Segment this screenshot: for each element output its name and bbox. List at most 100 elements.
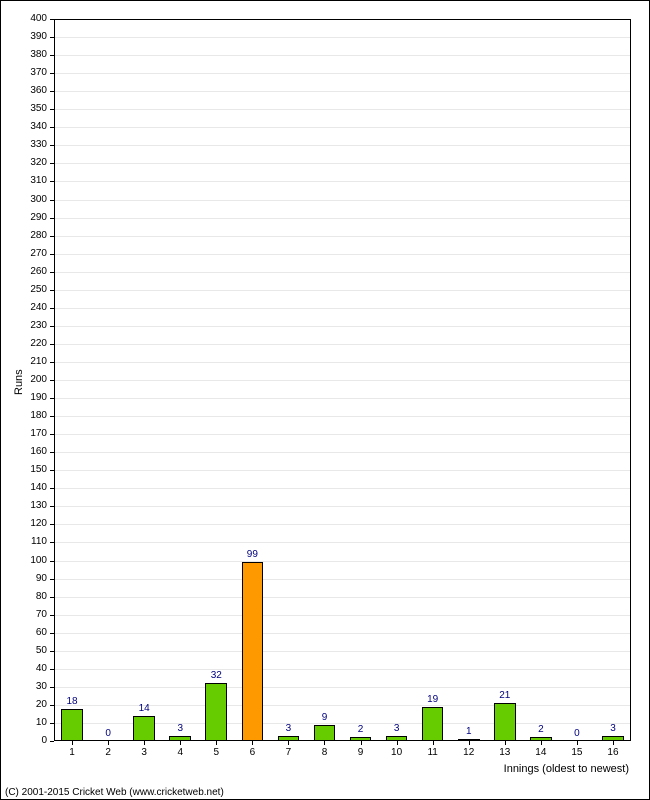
gridline: [55, 181, 630, 182]
ytick-label: 220: [1, 338, 47, 349]
bar-value-label: 3: [270, 723, 306, 734]
ytick-mark: [50, 290, 54, 291]
xtick-label: 10: [379, 747, 415, 758]
xtick-mark: [541, 741, 542, 745]
xtick-mark: [324, 741, 325, 745]
ytick-mark: [50, 579, 54, 580]
gridline: [55, 290, 630, 291]
xtick-mark: [433, 741, 434, 745]
ytick-mark: [50, 127, 54, 128]
ytick-mark: [50, 254, 54, 255]
ytick-label: 240: [1, 302, 47, 313]
ytick-mark: [50, 452, 54, 453]
bar-value-label: 3: [595, 723, 631, 734]
gridline: [55, 218, 630, 219]
gridline: [55, 362, 630, 363]
xtick-label: 3: [126, 747, 162, 758]
ytick-mark: [50, 561, 54, 562]
ytick-mark: [50, 55, 54, 56]
bar-value-label: 32: [198, 670, 234, 681]
ytick-label: 130: [1, 500, 47, 511]
ytick-mark: [50, 200, 54, 201]
xtick-label: 1: [54, 747, 90, 758]
ytick-mark: [50, 19, 54, 20]
ytick-label: 340: [1, 121, 47, 132]
gridline: [55, 236, 630, 237]
ytick-label: 210: [1, 356, 47, 367]
ytick-mark: [50, 362, 54, 363]
gridline: [55, 579, 630, 580]
ytick-label: 280: [1, 230, 47, 241]
bar-value-label: 2: [343, 724, 379, 735]
ytick-label: 300: [1, 194, 47, 205]
ytick-label: 180: [1, 410, 47, 421]
ytick-label: 330: [1, 139, 47, 150]
ytick-mark: [50, 615, 54, 616]
ytick-label: 310: [1, 175, 47, 186]
ytick-mark: [50, 524, 54, 525]
ytick-mark: [50, 218, 54, 219]
gridline: [55, 561, 630, 562]
gridline: [55, 524, 630, 525]
ytick-label: 90: [1, 573, 47, 584]
gridline: [55, 73, 630, 74]
bar-value-label: 1: [451, 726, 487, 737]
bar: [494, 703, 516, 741]
ytick-label: 370: [1, 67, 47, 78]
ytick-label: 110: [1, 536, 47, 547]
ytick-label: 250: [1, 284, 47, 295]
bar: [422, 707, 444, 741]
ytick-label: 160: [1, 446, 47, 457]
ytick-mark: [50, 669, 54, 670]
gridline: [55, 145, 630, 146]
gridline: [55, 55, 630, 56]
ytick-mark: [50, 380, 54, 381]
ytick-label: 30: [1, 681, 47, 692]
ytick-mark: [50, 145, 54, 146]
xtick-label: 5: [198, 747, 234, 758]
ytick-mark: [50, 416, 54, 417]
bar-value-label: 2: [523, 724, 559, 735]
ytick-label: 290: [1, 212, 47, 223]
ytick-mark: [50, 506, 54, 507]
gridline: [55, 615, 630, 616]
xtick-mark: [252, 741, 253, 745]
bar-value-label: 0: [559, 728, 595, 739]
ytick-mark: [50, 91, 54, 92]
bar: [133, 716, 155, 741]
ytick-label: 0: [1, 735, 47, 746]
ytick-label: 200: [1, 374, 47, 385]
ytick-mark: [50, 344, 54, 345]
xtick-mark: [613, 741, 614, 745]
xtick-mark: [361, 741, 362, 745]
xtick-label: 14: [523, 747, 559, 758]
gridline: [55, 37, 630, 38]
xtick-label: 12: [451, 747, 487, 758]
copyright-text: (C) 2001-2015 Cricket Web (www.cricketwe…: [5, 787, 224, 798]
bar: [314, 725, 336, 741]
xtick-mark: [180, 741, 181, 745]
gridline: [55, 488, 630, 489]
xtick-mark: [144, 741, 145, 745]
bar-value-label: 18: [54, 696, 90, 707]
xtick-label: 11: [415, 747, 451, 758]
gridline: [55, 687, 630, 688]
ytick-mark: [50, 181, 54, 182]
ytick-label: 260: [1, 266, 47, 277]
ytick-label: 20: [1, 699, 47, 710]
gridline: [55, 542, 630, 543]
gridline: [55, 127, 630, 128]
xtick-label: 8: [306, 747, 342, 758]
ytick-label: 80: [1, 591, 47, 602]
ytick-mark: [50, 470, 54, 471]
gridline: [55, 308, 630, 309]
xtick-label: 6: [234, 747, 270, 758]
ytick-label: 190: [1, 392, 47, 403]
gridline: [55, 506, 630, 507]
xtick-mark: [577, 741, 578, 745]
xtick-mark: [216, 741, 217, 745]
ytick-label: 270: [1, 248, 47, 259]
ytick-label: 170: [1, 428, 47, 439]
ytick-mark: [50, 109, 54, 110]
ytick-mark: [50, 741, 54, 742]
